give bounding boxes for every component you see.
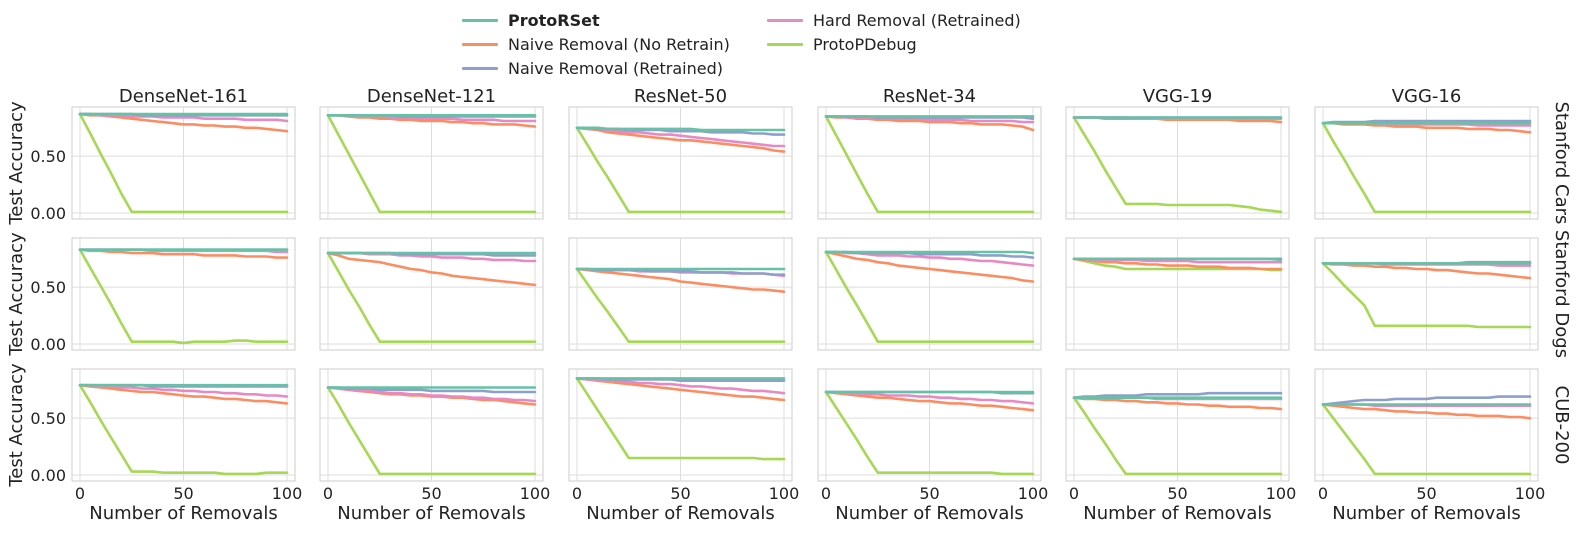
series-line-naive-removal-no-retrain bbox=[1072, 257, 1283, 271]
legend-item-hard-removal: Hard Removal (Retrained) bbox=[767, 8, 1021, 32]
row-label: Stanford Cars bbox=[1551, 102, 1572, 225]
legend-item-naive-retrained: Naive Removal (Retrained) bbox=[462, 56, 723, 80]
x-tick-label: 50 bbox=[173, 484, 193, 503]
x-axis-label: Number of Removals bbox=[1083, 503, 1271, 524]
series-line-hard-removal-retrained bbox=[78, 383, 289, 398]
series-line-protopdebug bbox=[824, 250, 1035, 344]
legend-label: ProtoRSet bbox=[508, 10, 600, 30]
series-line-naive-removal-no-retrain bbox=[824, 250, 1035, 283]
y-tick-label: 0.00 bbox=[30, 335, 66, 354]
series-line-naive-removal-no-retrain bbox=[575, 126, 786, 153]
legend: ProtoRSet Naive Removal (No Retrain) Nai… bbox=[462, 6, 1082, 80]
x-tick-label: 100 bbox=[1266, 484, 1297, 503]
legend-swatch-protopdebug bbox=[767, 42, 803, 46]
series-line-naive-removal-no-retrain bbox=[78, 248, 289, 259]
column-title: DenseNet-121 bbox=[367, 86, 496, 107]
x-tick-label: 50 bbox=[1167, 484, 1187, 503]
y-axis-label: Test Accuracy bbox=[6, 363, 27, 488]
legend-swatch-naive-no-retrain bbox=[462, 42, 498, 46]
row-label: Stanford Dogs bbox=[1551, 230, 1572, 358]
row-label: CUB-200 bbox=[1551, 386, 1572, 465]
x-axis-label: Number of Removals bbox=[89, 503, 277, 524]
series-line-naive-removal-no-retrain bbox=[575, 377, 786, 402]
x-tick-label: 0 bbox=[1069, 484, 1079, 503]
x-tick-label: 100 bbox=[520, 484, 551, 503]
x-tick-label: 100 bbox=[272, 484, 303, 503]
y-tick-label: 0.50 bbox=[30, 147, 66, 166]
series-line-protopdebug bbox=[1321, 261, 1532, 329]
series-line-naive-removal-retrained bbox=[1072, 391, 1283, 400]
column-title: DenseNet-161 bbox=[119, 86, 248, 107]
x-tick-label: 50 bbox=[919, 484, 939, 503]
series-line-naive-removal-no-retrain bbox=[1072, 396, 1283, 411]
x-tick-label: 0 bbox=[821, 484, 831, 503]
x-tick-label: 100 bbox=[1515, 484, 1546, 503]
legend-swatch-protorset bbox=[462, 18, 498, 22]
series-line-protopdebug bbox=[78, 248, 289, 345]
x-tick-label: 50 bbox=[1416, 484, 1436, 503]
x-axis-label: Number of Removals bbox=[586, 503, 774, 524]
x-axis-label: Number of Removals bbox=[337, 503, 525, 524]
series-line-protopdebug bbox=[326, 114, 537, 214]
y-tick-label: 0.00 bbox=[30, 466, 66, 485]
legend-swatch-hard-removal bbox=[767, 18, 803, 22]
x-tick-label: 0 bbox=[572, 484, 582, 503]
x-tick-label: 0 bbox=[1318, 484, 1328, 503]
series-line-protorset bbox=[575, 126, 786, 132]
column-title: ResNet-34 bbox=[883, 86, 976, 107]
legend-item-naive-no-retrain: Naive Removal (No Retrain) bbox=[462, 32, 730, 56]
y-axis-label: Test Accuracy bbox=[6, 232, 27, 357]
y-tick-label: 0.50 bbox=[30, 278, 66, 297]
series-line-protopdebug bbox=[1072, 116, 1283, 214]
legend-item-protorset: ProtoRSet bbox=[462, 8, 600, 32]
x-tick-label: 0 bbox=[323, 484, 333, 503]
series-line-protopdebug bbox=[575, 377, 786, 461]
x-axis-label: Number of Removals bbox=[1332, 503, 1520, 524]
series-line-hard-removal-retrained bbox=[575, 126, 786, 148]
legend-label: ProtoPDebug bbox=[813, 34, 917, 54]
y-axis-label: Test Accuracy bbox=[6, 101, 27, 226]
series-line-protopdebug bbox=[326, 386, 537, 476]
x-tick-label: 100 bbox=[769, 484, 800, 503]
series-line-protopdebug bbox=[78, 383, 289, 476]
x-tick-label: 100 bbox=[1018, 484, 1049, 503]
legend-item-protopdebug: ProtoPDebug bbox=[767, 32, 917, 56]
series-line-protopdebug bbox=[1072, 396, 1283, 476]
series-line-naive-removal-no-retrain bbox=[78, 383, 289, 405]
column-title: VGG-19 bbox=[1143, 86, 1213, 107]
series-line-protopdebug bbox=[326, 251, 537, 344]
series-line-naive-removal-no-retrain bbox=[78, 112, 289, 133]
series-line-protorset bbox=[1072, 257, 1283, 262]
series-line-naive-removal-no-retrain bbox=[1321, 403, 1532, 420]
series-line-naive-removal-no-retrain bbox=[575, 267, 786, 294]
column-title: VGG-16 bbox=[1392, 86, 1462, 107]
column-title: ResNet-50 bbox=[634, 86, 727, 107]
legend-label: Naive Removal (No Retrain) bbox=[508, 34, 730, 54]
series-line-protopdebug bbox=[824, 115, 1035, 214]
series-line-naive-removal-no-retrain bbox=[326, 251, 537, 287]
legend-label: Naive Removal (Retrained) bbox=[508, 58, 724, 78]
series-line-protopdebug bbox=[575, 126, 786, 214]
legend-label: Hard Removal (Retrained) bbox=[813, 10, 1021, 30]
series-line-protopdebug bbox=[1321, 121, 1532, 214]
series-line-protopdebug bbox=[824, 390, 1035, 476]
x-axis-label: Number of Removals bbox=[835, 503, 1023, 524]
series-line-protopdebug bbox=[78, 112, 289, 214]
legend-swatch-naive-retrained bbox=[462, 66, 498, 70]
series-line-protopdebug bbox=[575, 267, 786, 344]
series-line-protopdebug bbox=[1321, 403, 1532, 476]
y-tick-label: 0.50 bbox=[30, 409, 66, 428]
series-line-naive-removal-no-retrain bbox=[824, 390, 1035, 412]
series-line-protorset bbox=[824, 250, 1035, 255]
series-line-hard-removal-retrained bbox=[824, 390, 1035, 405]
x-tick-label: 50 bbox=[421, 484, 441, 503]
series-line-naive-removal-retrained bbox=[1321, 395, 1532, 406]
x-tick-label: 50 bbox=[670, 484, 690, 503]
series-line-naive-removal-no-retrain bbox=[1321, 261, 1532, 280]
y-tick-label: 0.00 bbox=[30, 204, 66, 223]
x-tick-label: 0 bbox=[75, 484, 85, 503]
series-line-hard-removal-retrained bbox=[326, 386, 537, 403]
